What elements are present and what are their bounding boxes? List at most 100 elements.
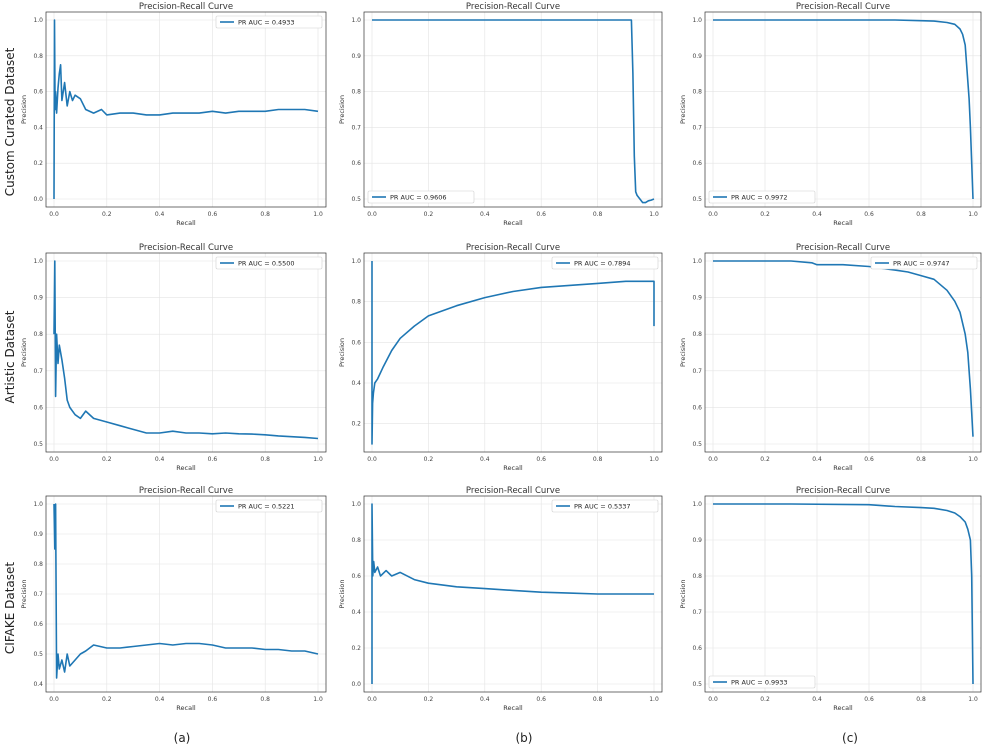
y-tick-label: 0.5 — [33, 651, 43, 658]
x-tick-label: 0.4 — [812, 696, 822, 703]
row-label-custom: Custom Curated Dataset — [3, 47, 17, 196]
x-tick-label: 1.0 — [313, 456, 323, 463]
x-tick-label: 0.4 — [480, 456, 490, 463]
x-tick-label: 0.2 — [424, 696, 434, 703]
x-tick-label: 0.8 — [260, 211, 270, 218]
x-tick-label: 0.4 — [812, 211, 822, 218]
y-tick-label: 0.5 — [692, 681, 702, 688]
y-tick-label: 0.4 — [351, 609, 361, 616]
series-line — [713, 503, 974, 685]
legend-label: PR AUC = 0.9606 — [390, 193, 447, 201]
y-tick-label: 1.0 — [33, 258, 43, 265]
x-tick-label: 0.8 — [593, 696, 603, 703]
chart-panel-6: Precision-Recall Curve 0.0 0.2 0.4 0.6 0.8 1.0… — [679, 243, 982, 472]
x-tick-label: 0.6 — [536, 696, 546, 703]
x-tick-label: 0.6 — [864, 211, 874, 218]
chart-panels: Precision-Recall Curve 0.0 0.2 0.4 0.6 0.8 1.0… — [20, 2, 982, 712]
plot-frame — [363, 252, 663, 453]
y-axis-label: Precision — [338, 579, 346, 608]
plot-frame — [363, 11, 663, 208]
x-tick-label: 1.0 — [968, 211, 978, 218]
y-tick-label: 1.0 — [351, 258, 361, 265]
x-tick-label: 0.0 — [49, 456, 59, 463]
y-tick-label: 0.6 — [351, 339, 361, 346]
series-line — [371, 261, 655, 445]
x-tick-label: 0.6 — [536, 456, 546, 463]
y-tick-label: 0.8 — [33, 561, 43, 568]
y-tick-label: 0.9 — [692, 537, 702, 544]
x-tick-label: 1.0 — [649, 456, 659, 463]
y-tick-label: 0.6 — [351, 160, 361, 167]
y-tick-label: 0.7 — [351, 124, 361, 131]
x-axis-label: Recall — [176, 704, 196, 712]
x-axis-label: Recall — [176, 464, 196, 472]
x-tick-label: 0.8 — [916, 211, 926, 218]
chart-panel-2: Precision-Recall Curve 0.0 0.2 0.4 0.6 0.8 1.0… — [338, 2, 663, 227]
chart-title: Precision-Recall Curve — [466, 2, 560, 12]
legend-box — [551, 499, 659, 513]
legend-label: PR AUC = 0.5500 — [238, 259, 295, 267]
chart-title: Precision-Recall Curve — [139, 243, 233, 253]
x-tick-label: 0.2 — [424, 211, 434, 218]
chart-panel-3: Precision-Recall Curve 0.0 0.2 0.4 0.6 0.8 1.0… — [679, 2, 982, 227]
series-line — [53, 503, 319, 679]
y-tick-label: 1.0 — [33, 17, 43, 24]
row-label-cifake: CIFAKE Dataset — [3, 562, 17, 654]
x-tick-label: 0.8 — [593, 456, 603, 463]
y-tick-label: 0.8 — [33, 53, 43, 60]
x-tick-label: 0.4 — [480, 696, 490, 703]
x-tick-label: 0.4 — [480, 211, 490, 218]
y-tick-label: 0.4 — [33, 124, 43, 131]
y-tick-label: 0.5 — [692, 441, 702, 448]
plot-frame — [704, 252, 982, 453]
legend-label: PR AUC = 0.5337 — [574, 502, 631, 510]
row-label-artistic: Artistic Dataset — [3, 310, 17, 403]
x-tick-label: 0.8 — [593, 211, 603, 218]
y-tick-label: 0.8 — [351, 299, 361, 306]
y-tick-label: 0.9 — [33, 295, 43, 302]
x-tick-label: 0.8 — [260, 696, 270, 703]
y-tick-label: 0.5 — [33, 441, 43, 448]
legend-label: PR AUC = 0.4933 — [238, 18, 295, 26]
x-axis-label: Recall — [833, 464, 853, 472]
y-tick-label: 0.6 — [33, 89, 43, 96]
y-tick-label: 0.2 — [351, 421, 361, 428]
legend-box — [870, 256, 978, 270]
column-label-a: (a) — [174, 731, 191, 745]
x-tick-label: 0.8 — [260, 456, 270, 463]
y-tick-label: 0.8 — [692, 573, 702, 580]
x-tick-label: 1.0 — [649, 696, 659, 703]
chart-panel-8: Precision-Recall Curve 0.0 0.2 0.4 0.6 0.8 1.0… — [338, 486, 663, 712]
y-tick-label: 0.6 — [692, 160, 702, 167]
legend-label: PR AUC = 0.9972 — [731, 193, 788, 201]
plot-frame — [45, 252, 327, 453]
y-axis-label: Precision — [20, 95, 28, 124]
series-line — [371, 503, 654, 684]
x-tick-label: 0.0 — [367, 696, 377, 703]
x-tick-label: 0.6 — [864, 456, 874, 463]
y-axis-label: Precision — [679, 338, 687, 367]
x-tick-label: 0.0 — [708, 456, 718, 463]
y-tick-label: 0.9 — [692, 295, 702, 302]
plot-frame — [45, 11, 327, 208]
y-tick-label: 0.5 — [692, 196, 702, 203]
y-tick-label: 1.0 — [692, 501, 702, 508]
y-tick-label: 0.5 — [351, 196, 361, 203]
y-tick-label: 0.9 — [351, 53, 361, 60]
x-tick-label: 0.6 — [208, 211, 218, 218]
x-tick-label: 0.2 — [424, 456, 434, 463]
y-tick-label: 0.6 — [33, 404, 43, 411]
x-tick-label: 0.0 — [708, 211, 718, 218]
chart-panel-1: Precision-Recall Curve 0.0 0.2 0.4 0.6 0.8 1.0… — [20, 2, 327, 227]
series-line — [372, 19, 655, 204]
legend-box — [215, 256, 323, 270]
y-tick-label: 0.6 — [692, 404, 702, 411]
y-tick-label: 1.0 — [33, 501, 43, 508]
x-axis-label: Recall — [833, 704, 853, 712]
y-tick-label: 1.0 — [351, 501, 361, 508]
x-tick-label: 0.2 — [102, 456, 112, 463]
x-tick-label: 0.4 — [155, 696, 165, 703]
x-tick-label: 0.0 — [49, 211, 59, 218]
y-tick-label: 0.4 — [33, 681, 43, 688]
y-axis-label: Precision — [20, 338, 28, 367]
